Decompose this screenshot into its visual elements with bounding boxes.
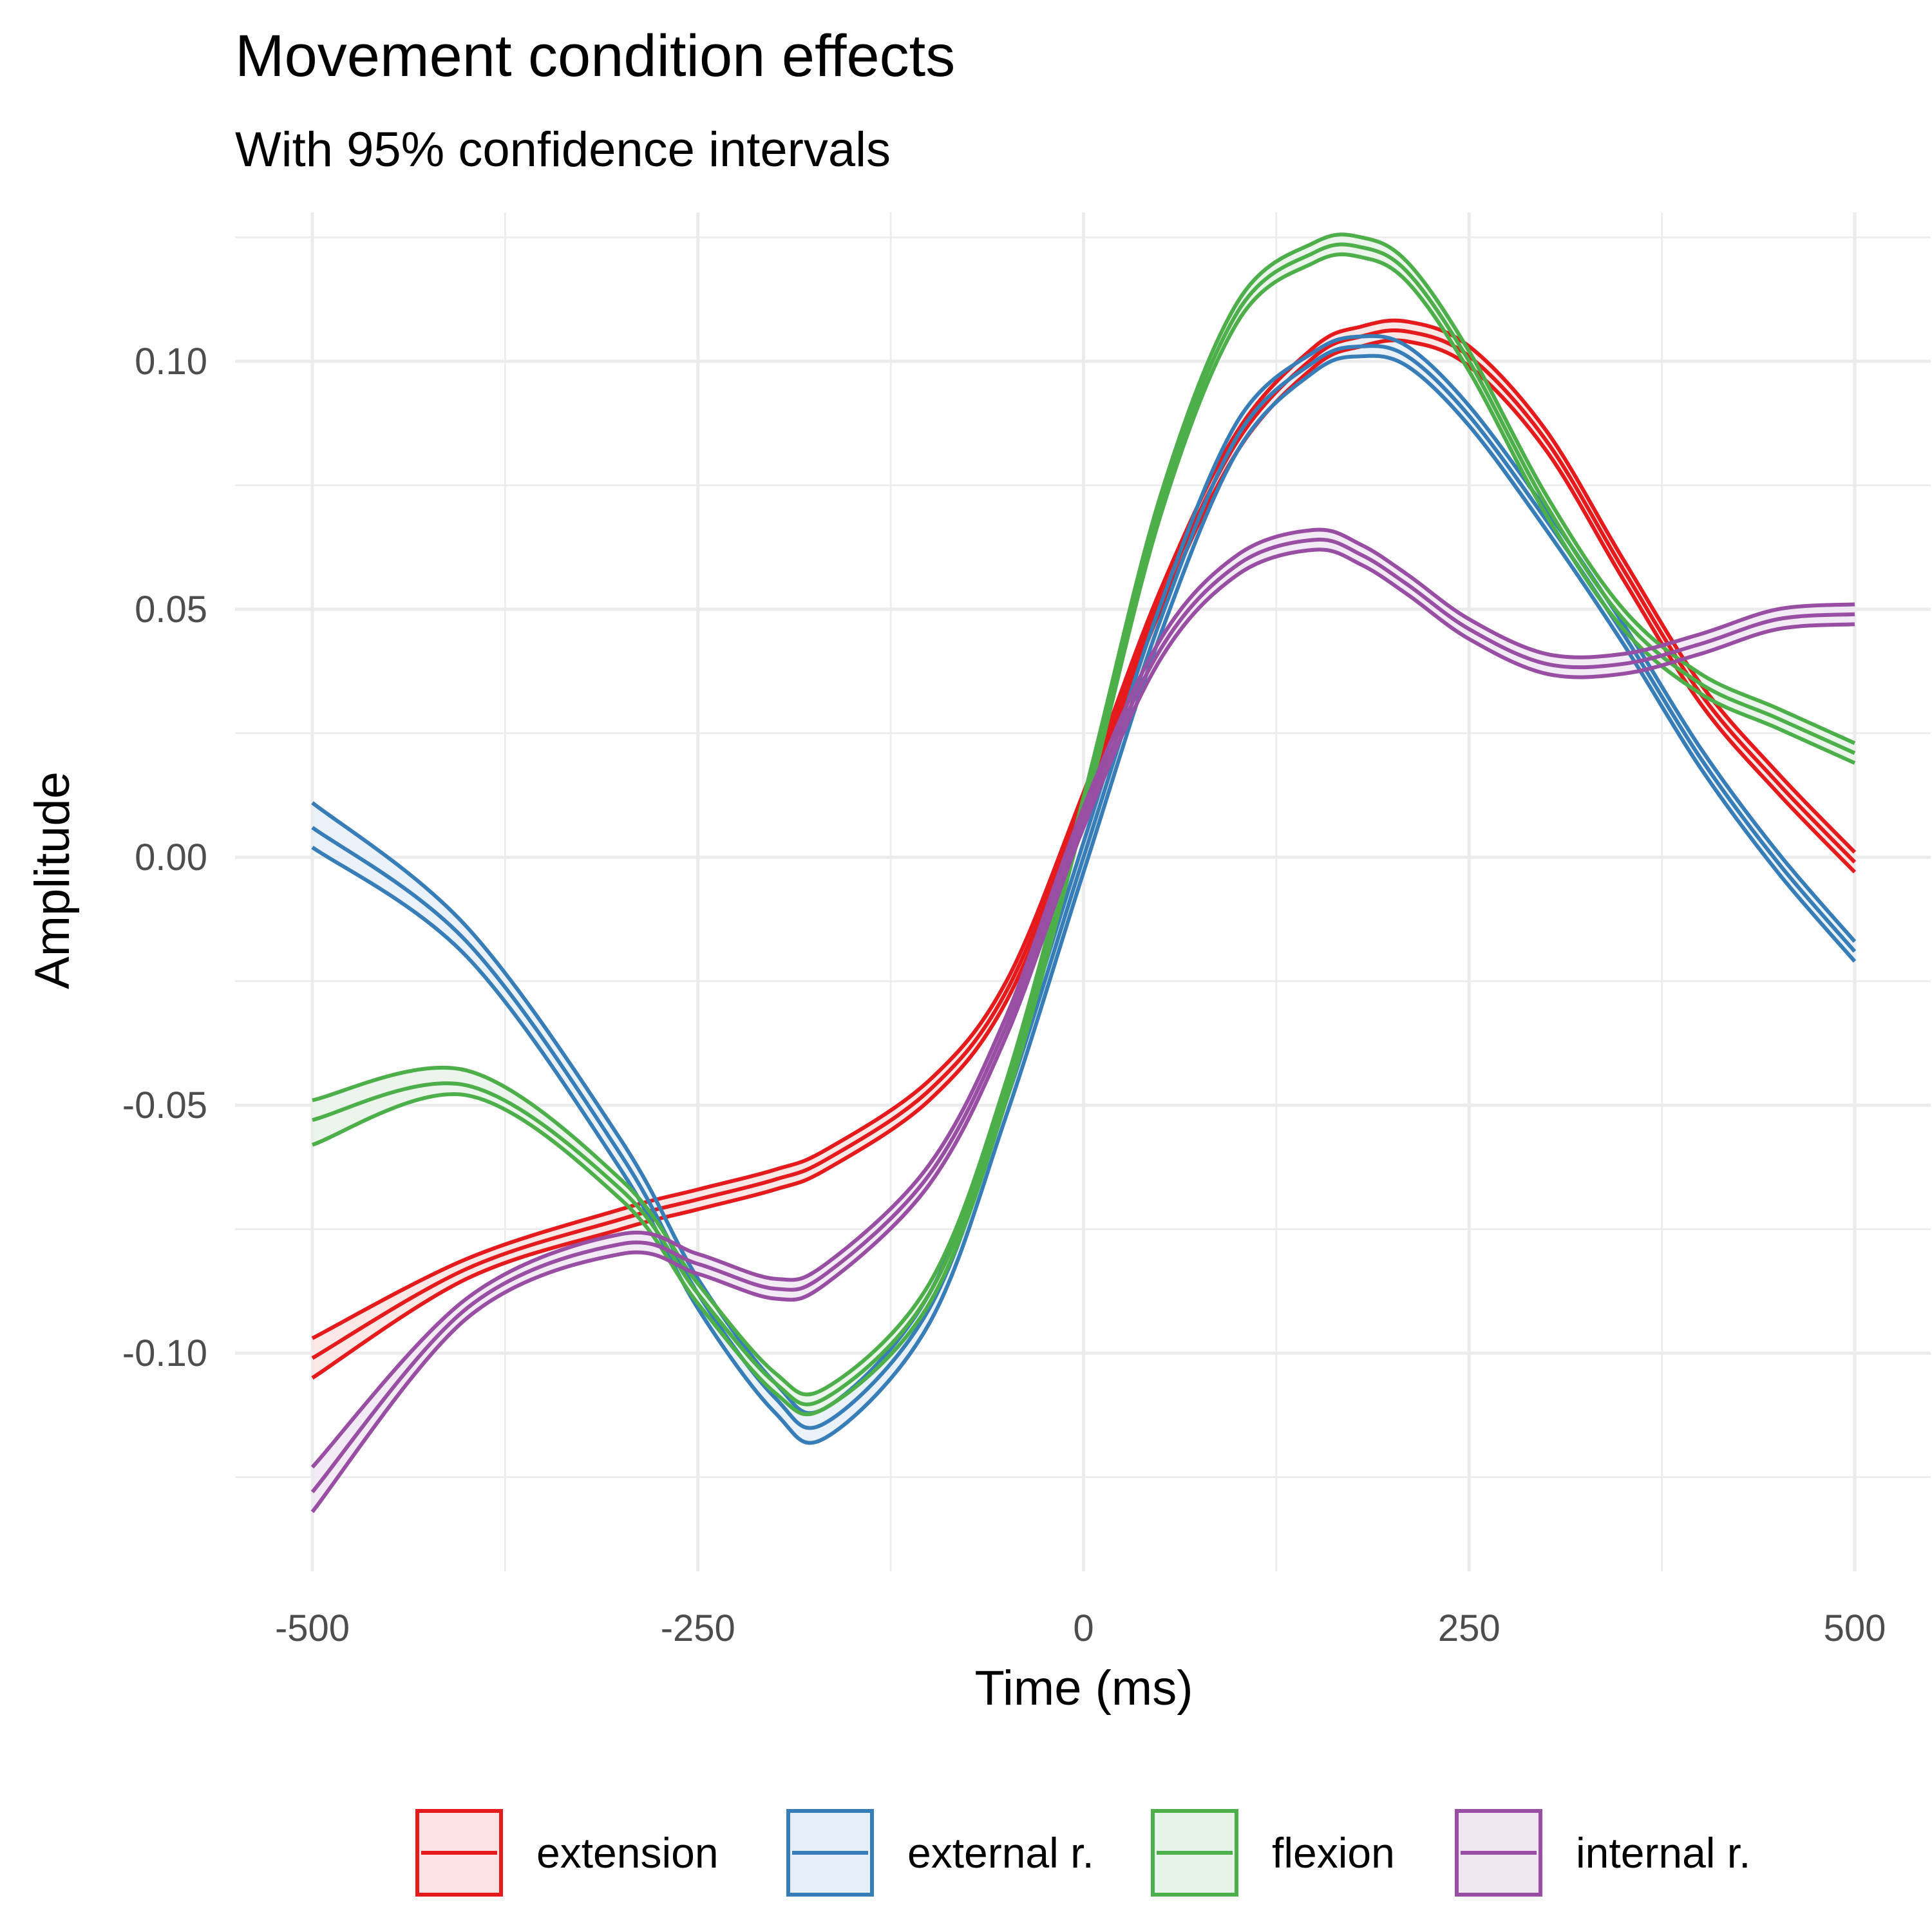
legend-label-external-r: external r.: [907, 1829, 1094, 1877]
legend-item-extension: extension: [415, 1809, 719, 1897]
legend-label-flexion: flexion: [1272, 1829, 1395, 1877]
x-tick-label: 500: [1824, 1607, 1886, 1649]
y-axis-title: Amplitude: [25, 772, 80, 989]
x-tick-label: 250: [1438, 1607, 1501, 1649]
series-line-internal-r: [310, 537, 1855, 1493]
x-axis-ticks: -500 -250 0 250 500: [275, 1607, 1886, 1649]
x-tick-label: 0: [1073, 1607, 1094, 1649]
legend: extension external r. flexion internal r.: [415, 1809, 1750, 1897]
y-tick-label: -0.05: [122, 1084, 207, 1126]
ci-upper-line-flexion: [312, 232, 1856, 1397]
x-axis-title: Time (ms): [974, 1661, 1193, 1716]
legend-label-extension: extension: [536, 1829, 719, 1877]
x-tick-label: -250: [661, 1607, 735, 1649]
legend-item-internal-r: internal r.: [1455, 1809, 1750, 1897]
series-lines: [310, 232, 1857, 1513]
ci-upper-line-extension: [311, 318, 1857, 1340]
y-tick-label: 0.05: [135, 589, 207, 630]
y-tick-label: 0.00: [135, 837, 207, 878]
x-tick-label: -500: [275, 1607, 350, 1649]
series-line-flexion: [312, 242, 1856, 1406]
grid: [235, 213, 1931, 1571]
ci-upper-line-internal-r: [310, 527, 1855, 1469]
y-axis-ticks: -0.10 -0.05 0.00 0.05 0.10: [122, 341, 207, 1374]
y-tick-label: -0.10: [122, 1332, 207, 1374]
legend-label-internal-r: internal r.: [1576, 1829, 1750, 1877]
ci-lower-line-extension: [311, 338, 1857, 1380]
y-tick-label: 0.10: [135, 341, 207, 383]
ci-ribbon-extension: [312, 320, 1855, 1378]
ci-ribbon-internal-r: [312, 529, 1855, 1512]
legend-item-external-r: external r.: [786, 1809, 1094, 1897]
chart-title: Movement condition effects: [235, 23, 955, 89]
ci-lower-line-internal-r: [310, 547, 1855, 1513]
plot-panel: [235, 213, 1931, 1571]
ci-lower-line-flexion: [312, 252, 1856, 1417]
legend-item-flexion: flexion: [1151, 1809, 1395, 1897]
ci-ribbons: [312, 234, 1855, 1512]
chart-subtitle: With 95% confidence intervals: [235, 122, 891, 177]
